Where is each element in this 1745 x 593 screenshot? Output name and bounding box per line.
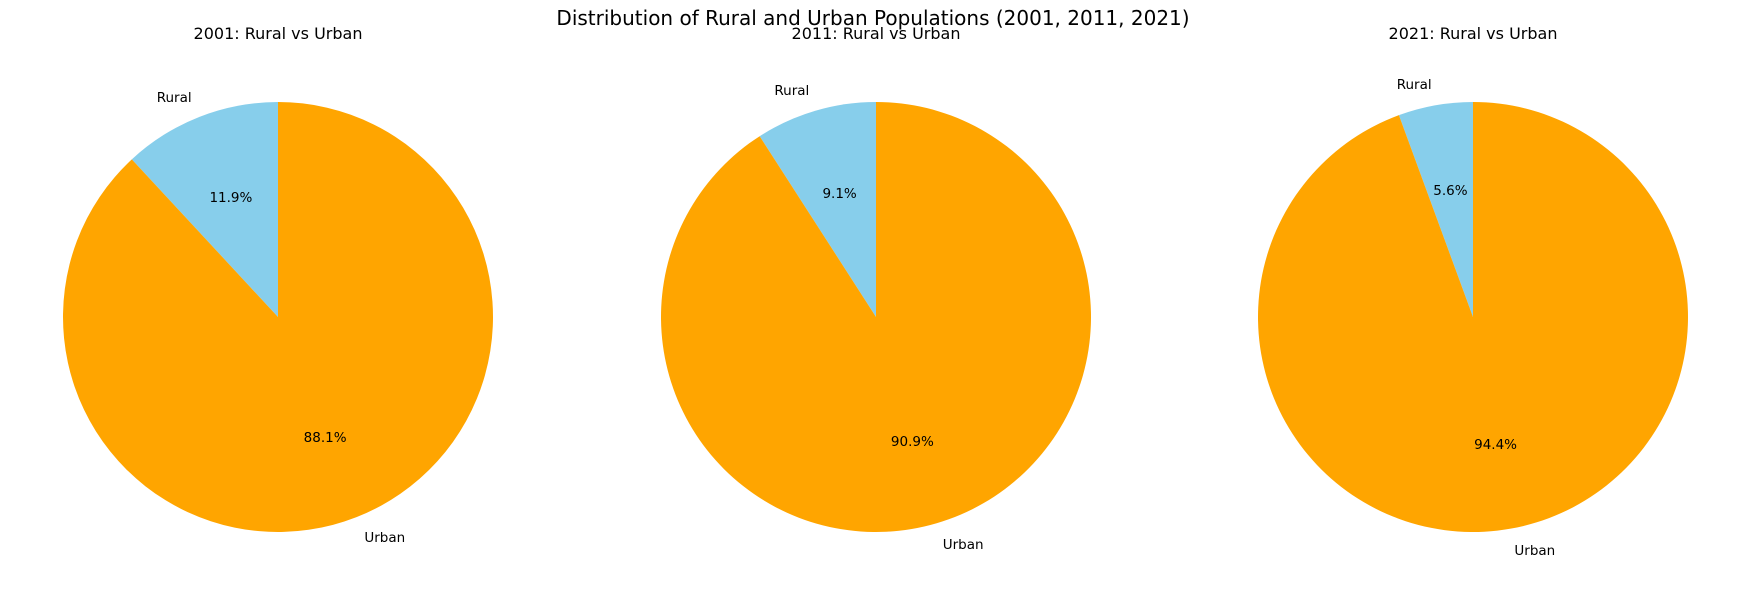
pie-panel-3: 2021: Rural vs Urban Rural 5.6% Urban 94.4% — [1258, 24, 1688, 559]
pie-slice-urban — [660, 102, 1091, 532]
slice-label: Urban — [943, 537, 984, 553]
figure-title: Distribution of Rural and Urban Populati… — [556, 6, 1189, 30]
slice-label: Rural — [1397, 77, 1432, 93]
pie-title: 2021: Rural vs Urban — [1389, 24, 1558, 43]
slice-label: Urban — [364, 530, 405, 546]
slice-percent-label: 5.6% — [1433, 183, 1467, 199]
pie-slice-rural — [1398, 102, 1473, 317]
pie-panel-1: 2001: Rural vs Urban Rural 11.9% Urban 88.1% — [62, 24, 493, 546]
pie-title: 2001: Rural vs Urban — [194, 24, 363, 43]
pie-slice-rural — [759, 102, 876, 317]
pie-panel-2: 2011: Rural vs Urban Rural 9.1% Urban 90.9% — [660, 24, 1091, 553]
slice-percent-label: 9.1% — [822, 186, 856, 202]
slice-label: Urban — [1514, 543, 1555, 559]
pie-title: 2011: Rural vs Urban — [792, 24, 961, 43]
slice-label: Rural — [774, 83, 809, 99]
slice-percent-label: 94.4% — [1474, 437, 1517, 453]
pie-slice-urban — [62, 102, 493, 533]
slice-label: Rural — [157, 90, 192, 106]
slice-percent-label: 90.9% — [891, 434, 934, 450]
pie-slice-urban — [1258, 102, 1688, 532]
pie-slice-rural — [131, 102, 278, 317]
slice-percent-label: 11.9% — [209, 190, 252, 206]
slice-percent-label: 88.1% — [304, 430, 347, 446]
